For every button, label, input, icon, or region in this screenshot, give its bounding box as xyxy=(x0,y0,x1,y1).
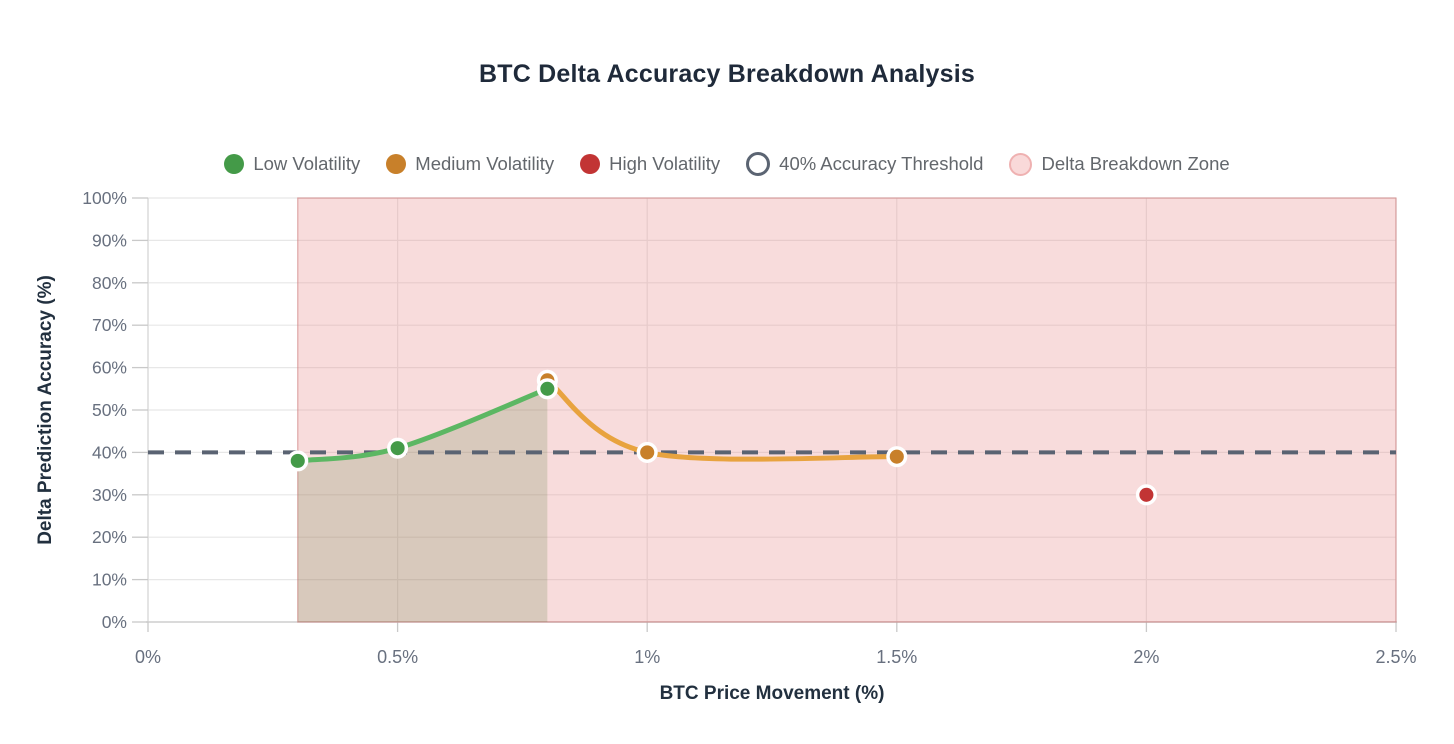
y-tick-label: 100% xyxy=(82,188,127,208)
delta-breakdown-zone xyxy=(297,197,1397,623)
high-volatility-dot-icon xyxy=(580,154,601,174)
chart-title: BTC Delta Accuracy Breakdown Analysis xyxy=(479,60,975,88)
x-tick-label: 1% xyxy=(634,647,660,667)
legend-label: High Volatility xyxy=(609,153,721,174)
area-fill-low-volatility xyxy=(297,388,548,622)
legend-item-medium-volatility[interactable]: Medium Volatility xyxy=(386,153,554,175)
point-low-volatility-0[interactable] xyxy=(287,450,309,472)
legend-label: Low Volatility xyxy=(253,153,361,174)
y-tick-label: 70% xyxy=(92,315,127,335)
x-tick-label: 2% xyxy=(1133,647,1159,667)
y-tick-label: 20% xyxy=(92,527,127,547)
x-tick-label: 0.5% xyxy=(377,647,418,667)
breakdown-zone-zone-icon xyxy=(1009,152,1033,176)
y-tick-label: 60% xyxy=(92,358,127,378)
series-high-volatility xyxy=(1135,484,1157,506)
y-tick-label: 90% xyxy=(92,230,127,250)
y-tick-label: 40% xyxy=(92,442,127,462)
y-tick-label: 80% xyxy=(92,273,127,293)
legend-item-breakdown-zone[interactable]: Delta Breakdown Zone xyxy=(1009,152,1230,176)
point-low-volatility-2[interactable] xyxy=(536,378,558,400)
y-axis-title-wrap: Delta Prediction Accuracy (%) xyxy=(29,198,63,622)
medium-volatility-dot-icon xyxy=(386,154,407,174)
axes: 0% 10% 20% 30% 40% 50% 60% 70% 80% 90% 100% 0% 0.5% 1… xyxy=(82,188,1416,667)
legend-label: Medium Volatility xyxy=(415,153,555,174)
chart-legend: Low Volatility Medium Volatility High Vola… xyxy=(0,148,1454,180)
point-high-volatility-0[interactable] xyxy=(1135,484,1157,506)
x-axis-title: BTC Price Movement (%) xyxy=(659,683,885,704)
point-medium-volatility-2[interactable] xyxy=(886,446,908,468)
legend-label: 40% Accuracy Threshold xyxy=(779,153,984,174)
y-tick-label: 50% xyxy=(92,400,127,420)
accuracy-threshold-ring-icon xyxy=(746,152,771,176)
legend-label: Delta Breakdown Zone xyxy=(1041,153,1230,174)
point-medium-volatility-1[interactable] xyxy=(636,441,658,463)
legend-item-high-volatility[interactable]: High Volatility xyxy=(580,153,720,175)
y-tick-label: 30% xyxy=(92,485,127,505)
point-low-volatility-1[interactable] xyxy=(387,437,409,459)
series-low-volatility xyxy=(287,378,558,472)
x-tick-label: 2.5% xyxy=(1375,647,1416,667)
legend-item-accuracy-threshold[interactable]: 40% Accuracy Threshold xyxy=(746,152,983,176)
legend-item-low-volatility[interactable]: Low Volatility xyxy=(224,153,360,175)
x-tick-label: 0% xyxy=(135,647,161,667)
y-tick-label: 0% xyxy=(102,612,127,632)
y-axis-title: Delta Prediction Accuracy (%) xyxy=(35,275,57,545)
y-tick-label: 10% xyxy=(92,570,127,590)
x-tick-label: 1.5% xyxy=(876,647,917,667)
low-volatility-dot-icon xyxy=(224,154,245,174)
line-medium-volatility xyxy=(544,377,900,462)
